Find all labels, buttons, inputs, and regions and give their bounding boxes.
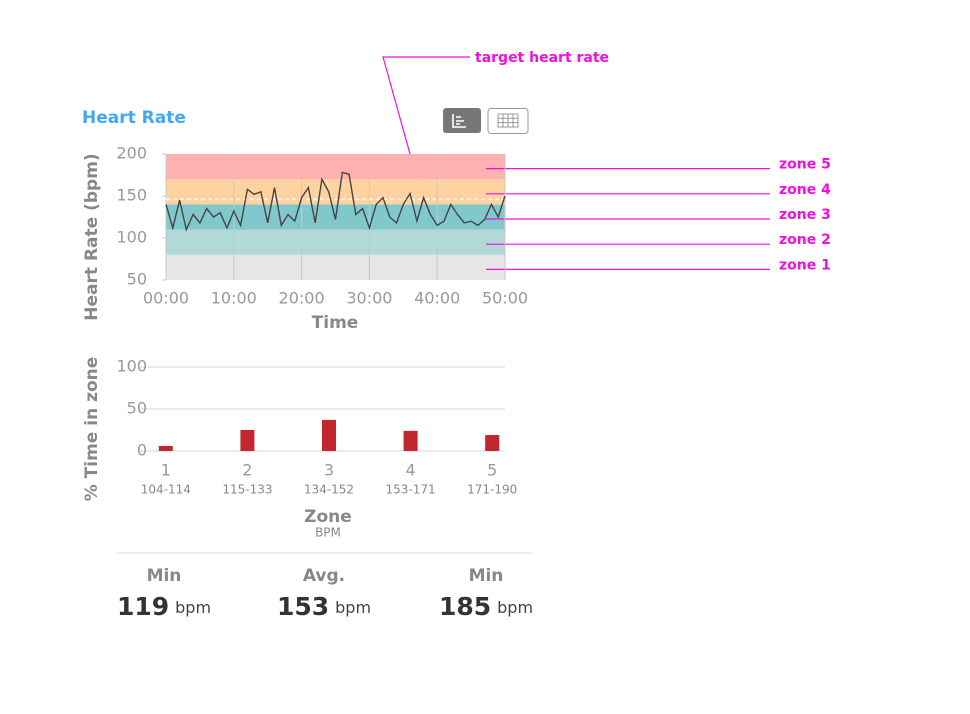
- y-tick-label: 50: [127, 399, 147, 418]
- zone-label: zone 2: [779, 232, 831, 248]
- y-tick-label: 0: [137, 441, 147, 460]
- x-tick-label: 4: [406, 461, 416, 480]
- x-tick-sublabel: 153-171: [386, 483, 436, 497]
- zone-band: [166, 254, 505, 280]
- bar: [403, 430, 418, 451]
- x-tick-sublabel: 171-190: [467, 483, 517, 497]
- x-tick-label: 30:00: [346, 289, 392, 308]
- chart-icon: [452, 114, 466, 128]
- stat-label: Avg.: [303, 566, 345, 586]
- x-tick-label: 00:00: [143, 289, 189, 308]
- title: Heart Rate: [82, 108, 186, 128]
- zone-label: zone 1: [779, 257, 831, 273]
- stats: Min 119 bpm Avg. 153 bpm Min 185 bpm: [117, 566, 533, 621]
- bar: [322, 419, 336, 451]
- table-icon: [497, 113, 519, 128]
- stat-value: 153 bpm: [277, 592, 371, 621]
- view-toggle[interactable]: [443, 108, 529, 134]
- stat-number: 185: [439, 592, 491, 621]
- zone-band: [166, 154, 505, 180]
- y-tick-label: 150: [116, 186, 147, 205]
- y-tick-label: 100: [116, 357, 147, 376]
- x-tick-label: 50:00: [482, 289, 528, 308]
- x-tick-label: 3: [324, 461, 334, 480]
- heart-rate-line: [165, 171, 506, 232]
- x-axis-title: Time: [312, 313, 359, 333]
- zone-label: zone 5: [779, 157, 831, 173]
- stat-number: 153: [277, 592, 329, 621]
- x-tick-label: 40:00: [414, 289, 460, 308]
- stat-label: Min: [147, 566, 182, 586]
- stat-value: 185 bpm: [439, 592, 533, 621]
- stat-unit: bpm: [175, 598, 211, 617]
- stat-label: Min: [469, 566, 504, 586]
- stat-unit: bpm: [335, 598, 371, 617]
- y-tick-label: 200: [116, 144, 147, 163]
- y-tick-label: 100: [116, 228, 147, 247]
- zone-band: [166, 229, 505, 255]
- zone-band: [166, 179, 505, 205]
- x-tick-label: 20:00: [279, 289, 325, 308]
- bar: [485, 435, 500, 451]
- annotation-pointer: [382, 56, 470, 198]
- x-tick-sublabel: 134-152: [304, 483, 354, 497]
- zone-label: zone 4: [779, 182, 831, 198]
- bar: [240, 430, 255, 451]
- x-axis-subtitle: BPM: [315, 526, 341, 540]
- x-tick-label: 1: [161, 461, 171, 480]
- stat-value: 119 bpm: [117, 592, 211, 621]
- x-tick-label: 10:00: [211, 289, 257, 308]
- stat-number: 119: [117, 592, 169, 621]
- x-axis-title: Zone: [304, 507, 352, 527]
- zone-label: zone 3: [779, 207, 831, 223]
- x-tick-sublabel: 115-133: [222, 483, 272, 497]
- x-tick-sublabel: 104-114: [141, 483, 191, 497]
- y-axis-title: Heart Rate (bpm): [82, 153, 102, 320]
- annotation-label: target heart rate: [475, 50, 609, 66]
- stat-unit: bpm: [497, 598, 533, 617]
- y-tick-label: 50: [127, 270, 147, 289]
- x-tick-label: 5: [487, 461, 497, 480]
- y-axis-title: % Time in zone: [82, 357, 102, 502]
- bar: [158, 445, 173, 451]
- x-tick-label: 2: [242, 461, 252, 480]
